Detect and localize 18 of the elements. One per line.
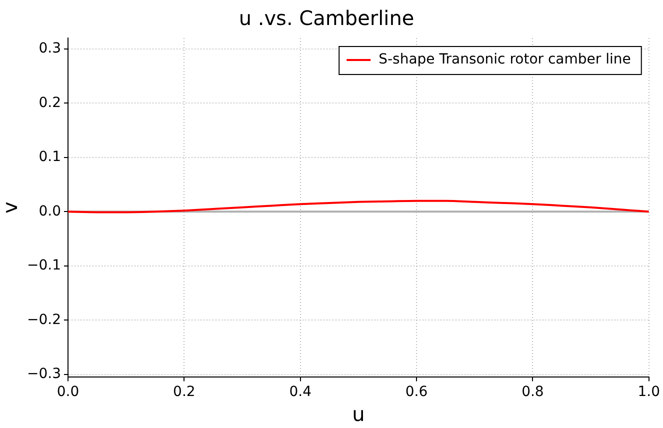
y-tick-label: 0.3 <box>38 40 61 56</box>
line-series <box>68 200 649 214</box>
x-tick-label: 0.4 <box>289 384 312 400</box>
y-tick-label: −0.3 <box>26 366 61 382</box>
x-tick-label: 0.8 <box>522 384 544 400</box>
chart-title: u .vs. Camberline <box>238 6 414 30</box>
y-axis-title: v <box>0 202 22 214</box>
y-tick-label: 0.2 <box>38 94 61 111</box>
x-tick-label: 0.0 <box>56 384 80 400</box>
legend-label: S-shape Transonic rotor camber line <box>378 52 631 68</box>
y-tick-label: 0.0 <box>38 203 61 220</box>
y-tick-label: −0.1 <box>26 258 61 274</box>
x-tick-label: 1.0 <box>638 384 660 400</box>
x-tick-label: 0.6 <box>405 384 428 400</box>
y-tick-label: 0.1 <box>38 149 61 166</box>
x-tick-label: 0.2 <box>173 384 196 400</box>
y-tick-label: −0.2 <box>26 312 61 328</box>
x-axis-title: u <box>352 402 365 426</box>
